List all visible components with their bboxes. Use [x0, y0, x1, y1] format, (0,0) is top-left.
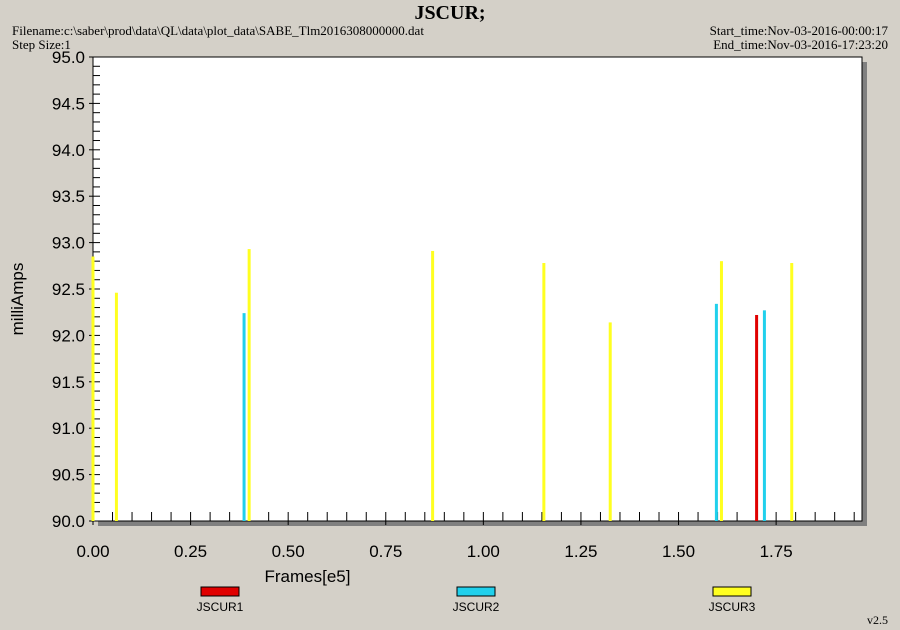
- legend-label: JSCUR1: [197, 600, 244, 614]
- legend-swatch-jscur1: [200, 586, 240, 597]
- x-tick-label: 1.25: [564, 542, 597, 561]
- bar-jscur1: [755, 314, 759, 521]
- x-tick-label: 1.00: [467, 542, 500, 561]
- bar-jscur2: [242, 313, 246, 521]
- legend-swatch-jscur3: [712, 586, 752, 597]
- bar-jscur3: [790, 263, 794, 521]
- y-tick-label: 91.5: [52, 373, 85, 392]
- step-size-label: Step Size:1: [12, 37, 71, 52]
- y-tick-label: 90.5: [52, 466, 85, 485]
- start-time-label: Start_time:Nov-03-2016-00:00:17: [709, 23, 888, 38]
- legend-label: JSCUR3: [709, 600, 756, 614]
- x-tick-label: 0.75: [369, 542, 402, 561]
- y-tick-label: 92.5: [52, 280, 85, 299]
- bar-jscur3: [114, 292, 118, 521]
- y-tick-label: 93.5: [52, 187, 85, 206]
- bar-jscur2: [762, 310, 766, 521]
- y-tick-label: 92.0: [52, 326, 85, 345]
- bar-jscur3: [91, 256, 95, 521]
- legend-label: JSCUR2: [453, 600, 500, 614]
- plot-area: [92, 56, 863, 522]
- x-tick-label: 0.50: [272, 542, 305, 561]
- legend-swatch-jscur2: [456, 586, 496, 597]
- bar-jscur3: [247, 249, 251, 521]
- y-tick-label: 94.0: [52, 141, 85, 160]
- bar-jscur3: [608, 322, 612, 521]
- x-tick-label: 1.75: [760, 542, 793, 561]
- y-axis-title: milliAmps: [8, 263, 27, 336]
- end-time-label: End_time:Nov-03-2016-17:23:20: [713, 37, 888, 52]
- chart-title: JSCUR;: [414, 2, 486, 24]
- x-tick-label: 0.25: [174, 542, 207, 561]
- bar-jscur3: [431, 250, 435, 521]
- version-label: v2.5: [867, 613, 888, 627]
- x-axis-title: Frames[e5]: [265, 567, 351, 586]
- bar-jscur3: [719, 261, 723, 521]
- y-tick-label: 93.0: [52, 234, 85, 253]
- x-tick-label: 0.00: [76, 542, 109, 561]
- filename-label: Filename:c:\saber\prod\data\QL\data\plot…: [12, 23, 424, 38]
- bar-jscur2: [714, 303, 718, 521]
- y-tick-label: 90.0: [52, 512, 85, 531]
- y-tick-label: 94.5: [52, 94, 85, 113]
- bar-jscur3: [542, 263, 546, 521]
- x-tick-label: 1.50: [662, 542, 695, 561]
- y-tick-label: 91.0: [52, 419, 85, 438]
- y-tick-label: 95.0: [52, 48, 85, 67]
